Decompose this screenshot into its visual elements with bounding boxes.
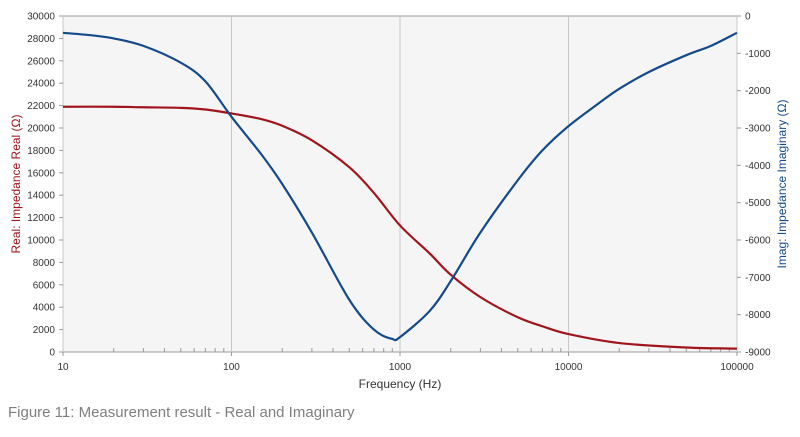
left-axis-title: Real: Impedance Real (Ω)	[9, 114, 23, 253]
left-tick-label: 10000	[27, 236, 55, 247]
x-axis-ticks: 10 100 1000 10000 100000	[57, 352, 754, 373]
x-tick-label: 1000	[389, 362, 412, 373]
right-tick-label: -2000	[745, 86, 771, 97]
figure-caption: Figure 11: Measurement result - Real and…	[8, 404, 355, 421]
left-tick-label: 12000	[27, 213, 55, 224]
left-tick-label: 18000	[27, 146, 55, 157]
left-tick-label: 8000	[33, 258, 56, 269]
plot-frame	[62, 15, 738, 353]
right-tick-label: -7000	[745, 273, 771, 284]
left-tick-label: 22000	[27, 101, 55, 112]
left-tick-label: 26000	[27, 56, 55, 67]
right-tick-label: -1000	[745, 49, 771, 60]
right-tick-label: -3000	[745, 124, 771, 135]
right-axis-title: Imag: Impedance Imaginary (Ω)	[775, 99, 789, 268]
x-tick-label: 10	[57, 362, 69, 373]
series-line-real	[62, 105, 738, 350]
left-tick-label: 28000	[27, 34, 55, 45]
left-tick-label: 30000	[27, 12, 55, 23]
right-tick-label: -4000	[745, 161, 771, 172]
grid-lines	[62, 16, 738, 352]
left-tick-label: 20000	[27, 124, 55, 135]
left-tick-label: 6000	[33, 280, 56, 291]
left-tick-label: 14000	[27, 191, 55, 202]
right-tick-label: -8000	[745, 310, 771, 321]
impedance-chart: 0200040006000800010000120001400016000180…	[9, 12, 789, 392]
left-axis-ticks: 0 2000 4000 6000 8000 10000 12000 14000 16000 180…	[27, 12, 63, 359]
left-tick-label: 2000	[33, 325, 56, 336]
x-tick-label: 10000	[555, 362, 583, 373]
right-tick-label: -6000	[745, 236, 771, 247]
left-tick-label: 16000	[27, 168, 55, 179]
right-tick-label: -9000	[745, 348, 771, 359]
right-axis-ticks: -9000 -8000 -7000 -6000 -5000 -4000 -3000 -2000…	[737, 12, 771, 359]
x-tick-label: 100	[223, 362, 240, 373]
series-line-imag	[62, 31, 738, 342]
x-tick-label: 100000	[720, 362, 754, 373]
x-axis-title: Frequency (Hz)	[359, 377, 442, 391]
left-tick-label: 4000	[33, 303, 56, 314]
series-layer	[62, 31, 738, 350]
right-tick-label: 0	[745, 12, 751, 23]
left-tick-label: 0	[49, 348, 55, 359]
left-tick-label: 24000	[27, 79, 55, 90]
right-tick-label: -5000	[745, 198, 771, 209]
